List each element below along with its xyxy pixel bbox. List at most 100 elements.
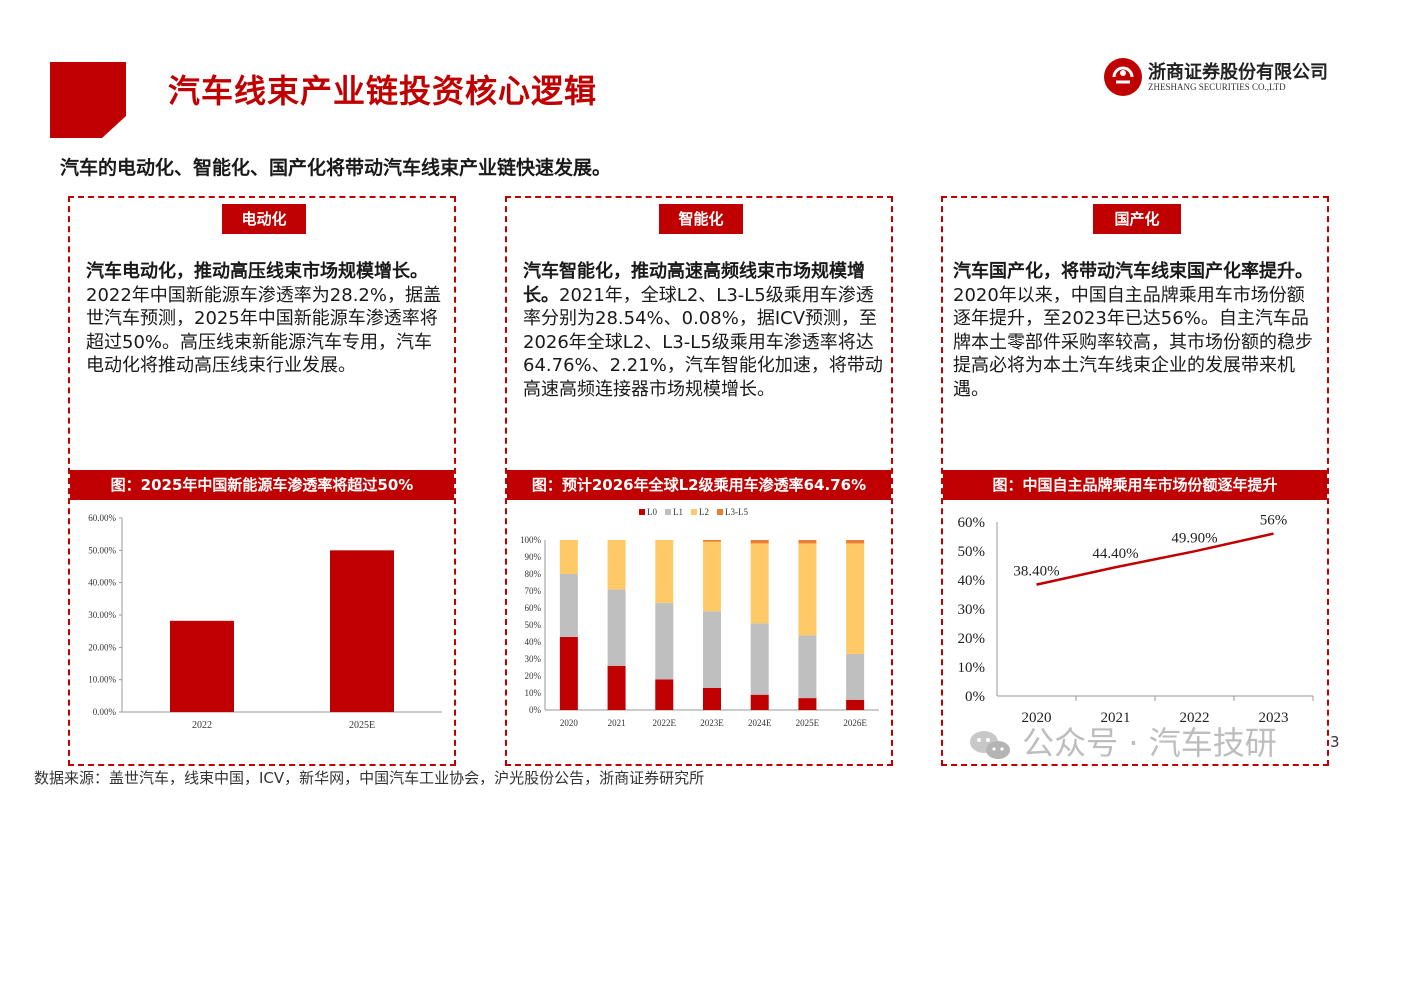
legend-label: L0 <box>647 507 657 517</box>
y-tick-label: 40.00% <box>88 578 116 588</box>
bar <box>330 550 394 712</box>
legend-label: L1 <box>673 507 683 517</box>
y-tick-label: 10.00% <box>88 675 116 685</box>
data-label: 44.40% <box>1092 546 1138 562</box>
logo-name-en: ZHESHANG SECURITIES CO.,LTD <box>1148 82 1286 92</box>
series-line <box>1036 532 1274 586</box>
stacked-bar-segment <box>655 602 674 680</box>
company-logo: 浙商证券股份有限公司 ZHESHANG SECURITIES CO.,LTD <box>1104 58 1344 98</box>
stacked-bar-segment <box>559 574 578 637</box>
stacked-bar-segment <box>750 540 769 544</box>
y-tick-label: 50% <box>958 544 986 560</box>
panel-body-text: 汽车电动化，推动高压线束市场规模增长。2022年中国新能源车渗透率为28.2%，… <box>86 260 444 378</box>
x-tick-label: 2024E <box>748 718 772 728</box>
y-tick-label: 30% <box>525 654 542 664</box>
y-tick-label: 0% <box>965 689 985 705</box>
stacked-bar-segment <box>655 540 674 603</box>
panel-detail: 2021年，全球L2、L3-L5级乘用车渗透率分别为28.54%、0.08%，据… <box>523 284 883 400</box>
data-label: 49.90% <box>1171 530 1217 546</box>
y-tick-label: 60% <box>525 603 542 613</box>
panel-localization: 国产化 汽车国产化，将带动汽车线束国产化率提升。2020年以来，中国自主品牌乘用… <box>941 196 1329 766</box>
x-tick-label: 2026E <box>843 718 867 728</box>
panel-tag: 智能化 <box>659 204 743 234</box>
x-tick-label: 2025E <box>349 720 375 728</box>
x-tick-label: 2021 <box>1101 710 1131 726</box>
y-tick-label: 30% <box>958 602 986 618</box>
x-tick-label: 2021 <box>608 718 626 728</box>
legend-swatch <box>665 509 671 515</box>
y-tick-label: 50% <box>525 620 542 630</box>
stacked-bar-segment <box>798 635 817 699</box>
panel-tag: 国产化 <box>1093 204 1181 234</box>
page-number: 3 <box>1330 733 1340 751</box>
legend-swatch <box>639 509 645 515</box>
x-tick-label: 2022 <box>192 720 212 728</box>
stacked-bar-segment <box>750 543 769 624</box>
stacked-bar-segment <box>607 540 626 590</box>
y-tick-label: 20.00% <box>88 642 116 652</box>
stacked-bar-segment <box>703 540 721 542</box>
y-tick-label: 90% <box>525 552 542 562</box>
stacked-bar-segment <box>798 540 817 544</box>
title-accent-notch <box>102 116 126 138</box>
x-tick-label: 2023 <box>1259 710 1289 726</box>
y-tick-label: 80% <box>525 569 542 579</box>
x-tick-label: 2020 <box>560 718 579 728</box>
x-tick-label: 2023E <box>700 718 724 728</box>
watermark: 公众号 · 汽车技研 <box>968 718 1277 764</box>
panel-detail: 2020年以来，中国自主品牌乘用车市场份额逐年提升，至2023年已达56%。自主… <box>953 284 1313 400</box>
stacked-bar-segment <box>846 540 865 544</box>
data-source-note: 数据来源：盖世汽车，线束中国，ICV，新华网，中国汽车工业协会，沪光股份公告，浙… <box>34 769 705 787</box>
y-tick-label: 40% <box>958 573 986 589</box>
stacked-bar-segment <box>655 679 674 710</box>
data-label: 56% <box>1260 513 1288 529</box>
panel-intelligence: 智能化 汽车智能化，推动高速高频线束市场规模增长。2021年，全球L2、L3-L… <box>505 196 893 766</box>
x-tick-label: 2022E <box>653 718 677 728</box>
y-tick-label: 50.00% <box>88 545 116 555</box>
stacked-bar-segment <box>703 541 721 612</box>
stacked-bar-segment <box>846 699 865 710</box>
chart-nev-penetration: 0.00% 10.00% 20.00% 30.00% 40.00% 50.00% 60.00… <box>88 513 442 728</box>
y-tick-label: 20% <box>525 671 542 681</box>
panel-headline: 汽车智能化，推动高速高频线束市场规模增长。 <box>523 261 865 306</box>
panel-body-text: 汽车智能化，推动高速高频线束市场规模增长。2021年，全球L2、L3-L5级乘用… <box>523 260 883 401</box>
watermark-text: 公众号 · 汽车技研 <box>1022 724 1277 762</box>
y-tick-label: 0% <box>529 705 542 715</box>
chart-caption: 图：中国自主品牌乘用车市场份额逐年提升 <box>943 470 1327 500</box>
y-tick-label: 40% <box>525 637 542 647</box>
stacked-bar-segment <box>607 589 626 666</box>
y-tick-label: 10% <box>525 688 542 698</box>
y-tick-label: 10% <box>958 660 986 676</box>
wechat-icon <box>968 728 1012 762</box>
chart-caption: 图：2025年中国新能源车渗透率将超过50% <box>70 470 454 500</box>
y-tick-label: 30.00% <box>88 610 116 620</box>
stacked-bar-segment <box>750 694 769 710</box>
legend-swatch <box>691 509 697 515</box>
chart-domestic-brand-share: 0% 10% 20% 30% 40% 50% 60% 2020 38.40% 2021 44.40%… <box>958 513 1314 726</box>
logo-emblem-icon <box>1104 58 1142 96</box>
stacked-bar-segment <box>798 698 817 710</box>
panel-body-text: 汽车国产化，将带动汽车线束国产化率提升。2020年以来，中国自主品牌乘用车市场份… <box>953 260 1319 401</box>
chart-caption: 图：预计2026年全球L2级乘用车渗透率64.76% <box>507 470 891 500</box>
page-title: 汽车线束产业链投资核心逻辑 <box>168 72 598 110</box>
chart-adas-penetration: L0 L1 L2 L3-L5 0% 10% 20% 30% 40% 50% 60% 70% 80% 90%… <box>520 507 879 728</box>
logo-name-cn: 浙商证券股份有限公司 <box>1148 62 1328 83</box>
legend-label: L2 <box>699 507 709 517</box>
stacked-bar-segment <box>607 665 626 710</box>
y-tick-label: 60% <box>958 515 986 531</box>
x-tick-label: 2025E <box>796 718 820 728</box>
panel-headline: 汽车电动化，推动高压线束市场规模增长。 <box>86 261 428 282</box>
stacked-bar-segment <box>703 611 721 688</box>
data-label: 38.40% <box>1013 564 1059 580</box>
stacked-bar-segment <box>559 540 578 574</box>
y-tick-label: 0.00% <box>93 707 117 717</box>
panel-detail: 2022年中国新能源车渗透率为28.2%，据盖世汽车预测，2025年中国新能源车… <box>86 284 441 377</box>
stacked-bar-segment <box>798 543 817 636</box>
x-tick-label: 2020 <box>1022 710 1052 726</box>
y-tick-label: 100% <box>520 535 542 545</box>
y-tick-label: 60.00% <box>88 513 116 523</box>
stacked-bar-segment <box>846 543 865 654</box>
y-tick-label: 70% <box>525 586 542 596</box>
bar <box>170 620 234 712</box>
legend-label: L3-L5 <box>725 507 748 517</box>
